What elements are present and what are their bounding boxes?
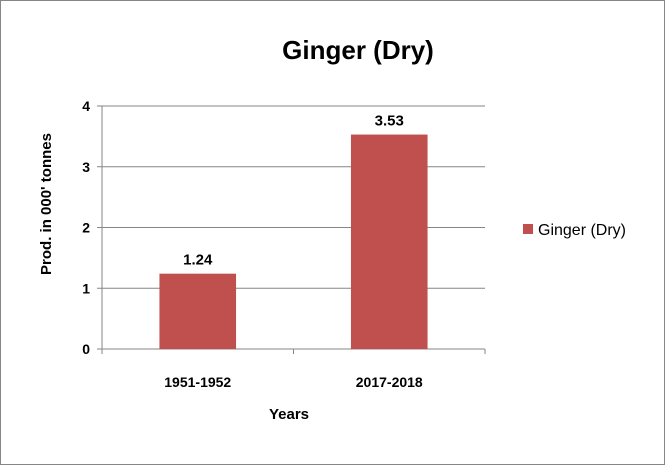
tick-labels: 0 1 2 3 4 1951-1952 2017-2018 [82, 98, 423, 390]
x-tick-label: 1951-1952 [164, 374, 231, 390]
y-axis-title: Prod. in 000' tonnes [38, 133, 55, 275]
y-tick-label: 0 [82, 341, 90, 357]
legend: Ginger (Dry) [523, 222, 626, 239]
y-tick-label: 1 [82, 280, 90, 296]
x-tick-label: 2017-2018 [356, 374, 423, 390]
legend-swatch [523, 224, 533, 234]
y-tick-label: 4 [82, 98, 90, 114]
data-labels: 1.24 3.53 [183, 113, 404, 269]
data-label: 3.53 [375, 113, 404, 130]
bars [159, 134, 428, 349]
chart-title: Ginger (Dry) [282, 35, 434, 65]
y-tick-label: 2 [82, 220, 90, 236]
y-tick-label: 3 [82, 159, 90, 175]
data-label: 1.24 [183, 252, 213, 269]
bar [159, 273, 237, 349]
bar [350, 134, 428, 349]
legend-label: Ginger (Dry) [538, 222, 626, 239]
x-axis-title: Years [269, 406, 309, 423]
